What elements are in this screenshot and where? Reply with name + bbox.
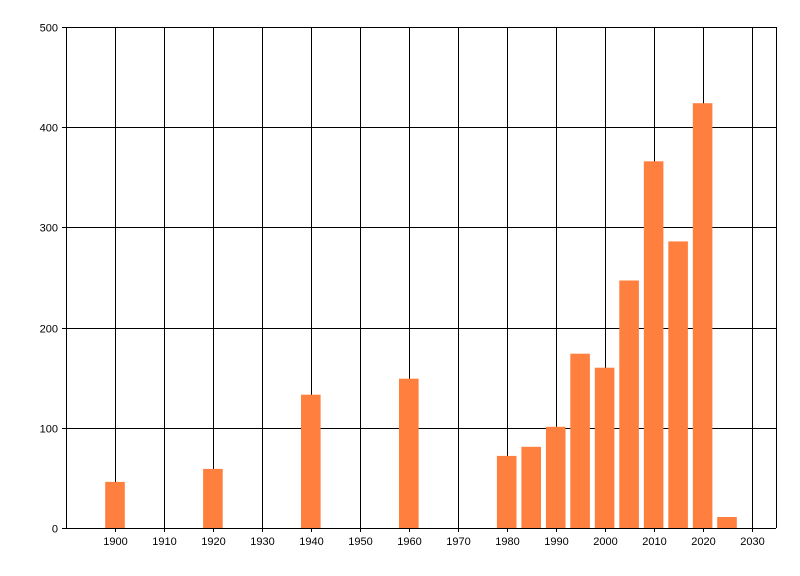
y-tick-label: 300 xyxy=(40,223,58,235)
y-tick-label: 100 xyxy=(40,424,58,436)
bar-1900 xyxy=(105,481,125,528)
x-tick-label: 1990 xyxy=(544,536,568,548)
y-tick-label: 200 xyxy=(40,324,58,336)
bar-2015 xyxy=(668,241,688,528)
x-tick-label: 1940 xyxy=(299,536,323,548)
x-tick-label: 1910 xyxy=(152,536,176,548)
x-tick-label: 2000 xyxy=(593,536,617,548)
y-tick-label: 0 xyxy=(52,524,58,536)
axes xyxy=(62,27,777,532)
x-tick-label: 1930 xyxy=(250,536,274,548)
bar-1995 xyxy=(570,353,590,528)
bar-1985 xyxy=(521,446,541,528)
y-tick-label: 400 xyxy=(40,123,58,135)
y-tick-label: 500 xyxy=(40,23,58,35)
bar-1990 xyxy=(545,426,566,528)
x-tick-label: 1900 xyxy=(103,536,127,548)
x-tick-label: 1980 xyxy=(495,536,519,548)
bar-1960 xyxy=(399,378,419,528)
tick-labels: 0 100 200 300 400 500 1900 1910 1920 1930 1940 1950… xyxy=(40,23,765,549)
x-tick-label: 1920 xyxy=(201,536,225,548)
x-tick-label: 2020 xyxy=(691,536,715,548)
x-tick-label: 2010 xyxy=(642,536,666,548)
x-tick-label: 1970 xyxy=(446,536,470,548)
bar-2020 xyxy=(692,103,713,528)
bar-2000 xyxy=(594,367,615,528)
bar-1980 xyxy=(496,455,517,528)
x-tick-label: 1950 xyxy=(348,536,372,548)
bars xyxy=(105,103,737,529)
bar-1920 xyxy=(203,468,223,528)
x-tick-label: 1960 xyxy=(397,536,421,548)
bar-2025 xyxy=(717,517,737,528)
bar-2010 xyxy=(643,161,664,529)
x-tick-label: 2030 xyxy=(740,536,764,548)
bar-1940 xyxy=(301,394,321,528)
bar-2005 xyxy=(619,280,639,528)
